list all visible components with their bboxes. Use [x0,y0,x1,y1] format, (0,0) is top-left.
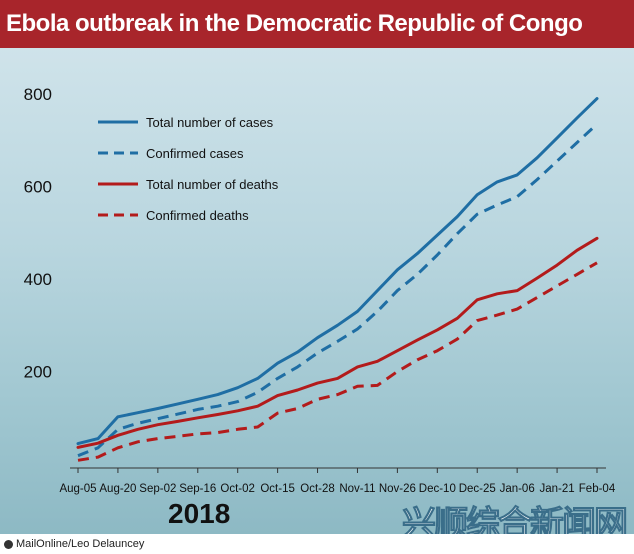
y-tick-label: 400 [24,270,52,289]
series-line-0 [76,97,599,446]
x-tick-label: Aug-20 [99,483,136,495]
x-tick-label: Nov-11 [339,483,375,495]
x-tick-label: Feb-04 [579,483,616,495]
x-tick-label: Oct-15 [260,483,295,495]
x-tick-label: Jan-21 [539,483,574,495]
x-axis: Aug-05 Aug-20 Sep-02 Sep-16 Oct-02 Oct-15 Oct-… [59,467,616,495]
series-lines [76,97,599,462]
x-tick-label: Sep-02 [139,483,176,495]
legend-label-1: Confirmed cases [146,146,244,161]
credit-line: MailOnline/Leo Delauncey [0,534,634,554]
chart-title: Ebola outbreak in the Democratic Republi… [0,0,634,48]
series-line-1 [77,122,599,458]
series-line-2 [76,236,599,449]
legend-label-3: Confirmed deaths [146,208,249,223]
x-tick-label: Jan-06 [500,483,535,495]
series-line-3 [77,261,598,462]
y-tick-label: 600 [24,178,52,197]
y-tick-label: 200 [24,363,52,382]
legend-label-0: Total number of cases [146,115,274,130]
year-label: 2018 [168,498,231,529]
x-tick-label: Oct-02 [220,483,255,495]
legend: Total number of cases Confirmed cases Tota… [98,115,279,223]
y-tick-label: 800 [24,85,52,104]
x-tick-label: Dec-10 [419,483,456,495]
x-tick-label: Nov-26 [379,483,416,495]
x-tick-label: Sep-16 [179,483,216,495]
x-tick-label: Aug-05 [59,483,96,495]
credit-text: MailOnline/Leo Delauncey [16,538,145,550]
x-tick-label: Oct-28 [300,483,335,495]
x-tick-label: Dec-25 [459,483,496,495]
line-chart: 200 400 600 800 Aug-05 Aug-20 Sep-02 Sep-16 Oct… [24,85,616,495]
y-axis: 200 400 600 800 [24,85,52,382]
legend-label-2: Total number of deaths [146,177,279,192]
camera-icon [4,539,13,549]
